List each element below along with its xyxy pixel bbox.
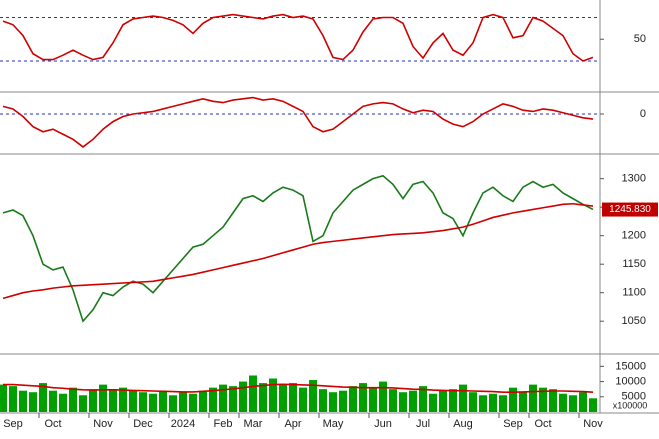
volume-bar [429, 393, 437, 412]
y-tick-label: 0 [640, 108, 646, 120]
volume-bar [469, 392, 477, 412]
y-tick-label: 5000 [622, 391, 646, 403]
series-line [2, 96, 594, 148]
y-tick-label: 1150 [622, 258, 646, 270]
x-tick-label: Feb [214, 418, 233, 430]
x-tick-label: May [323, 418, 344, 430]
volume-bar [139, 392, 147, 412]
x-tick-label: Sep [3, 418, 23, 430]
last-value-label: 1245.830 [609, 204, 651, 215]
x-tick-label: Sep [503, 418, 523, 430]
volume-bar [549, 389, 557, 412]
volume-bar [89, 389, 97, 412]
volume-bar [229, 386, 237, 412]
volume-bar [179, 392, 187, 412]
volume-bar [479, 395, 487, 412]
x-tick-label: Jun [374, 418, 392, 430]
volume-bar [539, 387, 547, 412]
x-tick-label: Nov [583, 418, 603, 430]
volume-bar [409, 390, 417, 412]
volume-bar [269, 378, 277, 412]
volume-bar [249, 375, 257, 412]
volume-bar [29, 392, 37, 412]
volume-bar [39, 383, 47, 412]
series-line [2, 13, 594, 62]
axis-note: x100000 [613, 400, 648, 410]
volume-bar [419, 386, 427, 412]
volume-bar [99, 384, 107, 412]
volume-bar [149, 393, 157, 412]
volume-bar [59, 393, 67, 412]
volume-bar [189, 393, 197, 412]
volume-bar [119, 387, 127, 412]
series-line [3, 383, 594, 394]
volume-bar [289, 383, 297, 412]
x-tick-label: Jul [416, 418, 430, 430]
volume-bar [49, 390, 57, 412]
volume-bar [399, 392, 407, 412]
y-tick-label: 1300 [622, 173, 646, 185]
y-tick-label: 1200 [622, 230, 646, 242]
volume-bar [449, 389, 457, 412]
volume-bar [489, 393, 497, 412]
volume-bar [309, 380, 317, 412]
volume-bar [369, 387, 377, 412]
series-line [2, 202, 594, 300]
volume-bar [509, 387, 517, 412]
x-tick-label: Aug [453, 418, 473, 430]
volume-bar [209, 387, 217, 412]
volume-bar [9, 386, 17, 412]
x-tick-label: Mar [244, 418, 263, 430]
x-tick-label: Nov [93, 418, 113, 430]
volume-bar [239, 381, 247, 412]
volume-bar [589, 398, 597, 412]
volume-bar [579, 392, 587, 412]
volume-bar [279, 384, 287, 412]
volume-bar [519, 392, 527, 412]
volume-bar [559, 393, 567, 412]
y-tick-label: 10000 [615, 375, 646, 387]
volume-bar [439, 390, 447, 412]
volume-bar [199, 390, 207, 412]
x-tick-label: Oct [534, 418, 551, 430]
x-tick-label: Dec [133, 418, 153, 430]
volume-bar [0, 384, 7, 412]
volume-bar [499, 395, 507, 412]
volume-bar [339, 390, 347, 412]
volume-bar [69, 387, 77, 412]
last-value-box [602, 202, 658, 217]
volume-bar [79, 395, 87, 412]
volume-bar [159, 390, 167, 412]
volume-bar [169, 395, 177, 412]
volume-bar [379, 381, 387, 412]
volume-bar [319, 389, 327, 412]
volume-bar [359, 383, 367, 412]
volume-bar [129, 390, 137, 412]
volume-bar [19, 390, 27, 412]
volume-bar [389, 389, 397, 412]
y-tick-label: 15000 [615, 360, 646, 372]
volume-bar [529, 384, 537, 412]
y-tick-label: 1100 [622, 287, 646, 299]
volume-bar [349, 386, 357, 412]
x-tick-label: Oct [44, 418, 61, 430]
x-tick-label: 2024 [171, 418, 195, 430]
x-tick-label: Apr [284, 418, 301, 430]
volume-bar [329, 392, 337, 412]
volume-bar [259, 383, 267, 412]
volume-bar [299, 387, 307, 412]
volume-bar [459, 384, 467, 412]
series-line [2, 174, 594, 323]
y-tick-label: 1050 [622, 315, 646, 327]
y-tick-label: 50 [634, 33, 646, 45]
volume-bar [569, 395, 577, 412]
volume-bar [219, 384, 227, 412]
volume-bar [109, 389, 117, 412]
